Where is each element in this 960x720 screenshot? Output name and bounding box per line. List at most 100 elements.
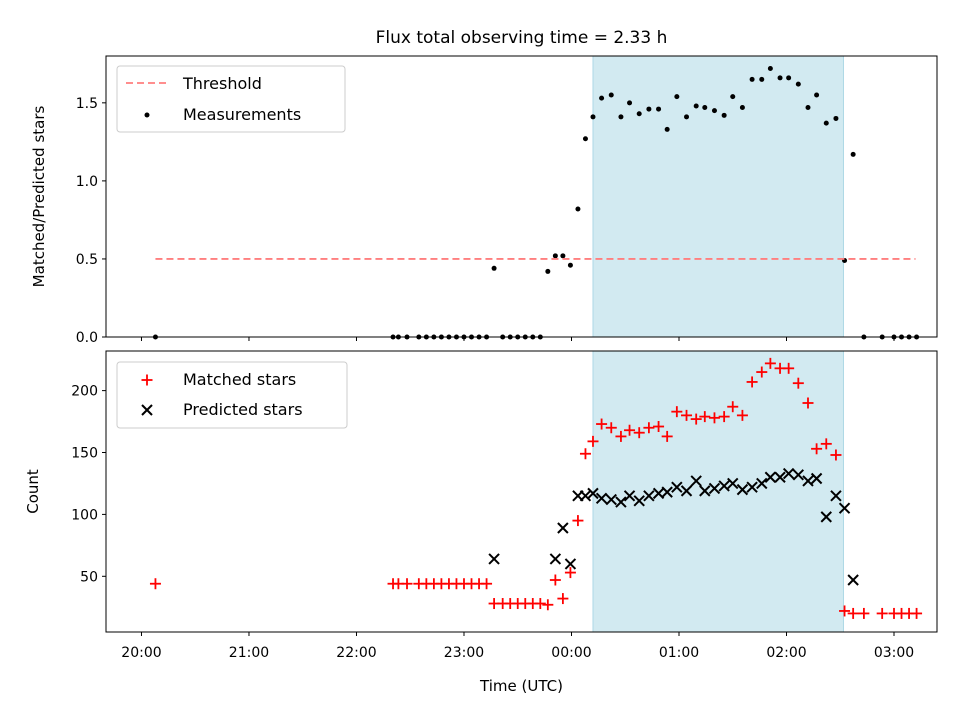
measurement-point: [608, 92, 614, 98]
predicted-star-point: [830, 490, 842, 502]
top-axes-frame: [105, 55, 938, 338]
measurement-point: [627, 100, 633, 106]
top-y-tick-label: 1.5: [76, 96, 98, 112]
measurement-point: [636, 111, 642, 117]
matched-star-point: [564, 567, 576, 579]
matched-star-point: [756, 366, 768, 378]
matched-star-point: [727, 401, 739, 413]
predicted-star-point-b: [718, 480, 730, 492]
predicted-star-point: [746, 481, 758, 493]
predicted-star-point: [810, 472, 823, 485]
predicted-star-point: [549, 553, 562, 565]
predicted-star-point-b: [579, 490, 592, 502]
matched-star-point: [615, 430, 627, 442]
predicted-star-point: [690, 475, 702, 487]
measurement-point: [730, 94, 736, 100]
measurement-point: [833, 115, 839, 121]
measurement-point: [560, 253, 566, 259]
predicted-star-point: [587, 487, 599, 500]
predicted-star-point-b: [605, 493, 617, 506]
measurement-point: [767, 65, 773, 71]
predicted-star-point: [792, 469, 805, 481]
predicted-star-point: [680, 485, 693, 497]
measurement-point: [850, 151, 856, 157]
bottom-y-tick-label: 200: [71, 384, 98, 400]
measurement-point: [567, 262, 573, 268]
predicted-star-point: [782, 467, 795, 480]
predicted-star-point-b: [488, 553, 500, 565]
predicted-star-point-b: [708, 482, 721, 495]
legend-measurements-label: Measurements: [183, 105, 301, 124]
predicted-star-point-b: [792, 469, 805, 481]
predicted-star-point: [643, 490, 655, 502]
matched-star-point: [671, 406, 683, 418]
legend-x-marker-b: [141, 404, 153, 416]
predicted-star-point-b: [652, 487, 665, 500]
measurement-point: [575, 206, 581, 212]
measurement-point: [814, 92, 820, 98]
bottom-y-tick-label: 100: [71, 507, 98, 523]
predicted-star-point-b: [746, 481, 758, 493]
matched-star-point: [587, 435, 599, 447]
top-y-tick-label: 1.0: [76, 174, 98, 190]
matched-star-point: [690, 413, 702, 425]
predicted-star-point-b: [756, 477, 768, 490]
bottom-x-ticks: 20:00 21:00 22:00 23:00 00:00 01:00 02:00 03:00: [121, 632, 914, 661]
top-y-tick-label: 0.0: [76, 330, 98, 346]
predicted-star-point: [661, 486, 673, 498]
top-marks: [152, 65, 920, 340]
measurement-point: [702, 105, 708, 111]
predicted-star-point-b: [564, 558, 577, 570]
matched-star-point: [572, 515, 584, 527]
legend-measurements-swatch: [144, 112, 150, 118]
predicted-star-point-b: [727, 477, 739, 490]
top-panel: 0.0 0.5 1.0 1.5 Matched/Predicted stars Thr…: [30, 55, 938, 346]
predicted-star-point: [838, 502, 851, 514]
measurement-point: [545, 268, 551, 274]
predicted-star-point-b: [782, 467, 795, 480]
bottom-marks: [149, 357, 923, 619]
x-tick-label: 23:00: [444, 645, 484, 661]
measurement-point: [674, 94, 680, 100]
measurement-point: [590, 114, 596, 120]
matched-star-point: [481, 578, 493, 590]
bottom-legend-box: [116, 361, 348, 429]
legend-matched-label: Matched stars: [183, 370, 296, 389]
predicted-star-point-b: [661, 486, 673, 498]
matched-star-point: [661, 430, 673, 442]
bottom-y-tick-label: 50: [80, 569, 98, 585]
predicted-star-point-b: [764, 471, 777, 483]
predicted-star-point-b: [802, 475, 814, 487]
predicted-star-point-b: [595, 492, 608, 505]
measurement-point: [805, 105, 811, 111]
predicted-star-point-b: [736, 483, 749, 496]
matched-star-point: [681, 409, 693, 421]
predicted-star-point: [820, 511, 832, 523]
predicted-star-point: [564, 558, 577, 570]
matched-star-point: [605, 422, 617, 434]
bottom-y-axis-label: Count: [24, 469, 42, 514]
measurement-point: [646, 106, 652, 112]
top-y-tick-label: 0.5: [76, 252, 98, 268]
matched-star-point: [820, 438, 832, 450]
predicted-star-point: [718, 480, 730, 492]
bottom-panel: 50 100 150 200 20:00 21:00 22:00 23:00 00:00 01:…: [24, 350, 938, 695]
predicted-star-point-b: [690, 475, 702, 487]
predicted-star-point-b: [557, 522, 569, 534]
matched-star-point: [847, 607, 859, 619]
measurement-point: [786, 75, 792, 81]
measurement-point: [739, 105, 745, 111]
measurement-point: [721, 112, 727, 118]
legend-plus-marker: [141, 374, 153, 386]
measurement-point: [759, 76, 765, 82]
measurement-point: [491, 265, 497, 271]
matched-star-point: [549, 574, 561, 586]
measurement-point: [777, 75, 783, 81]
measurement-point: [582, 136, 588, 142]
top-legend-box: [116, 65, 346, 133]
matched-star-point: [783, 362, 795, 374]
top-observing-window: [592, 55, 844, 338]
predicted-star-point-b: [838, 502, 851, 514]
predicted-star-point: [605, 493, 617, 506]
